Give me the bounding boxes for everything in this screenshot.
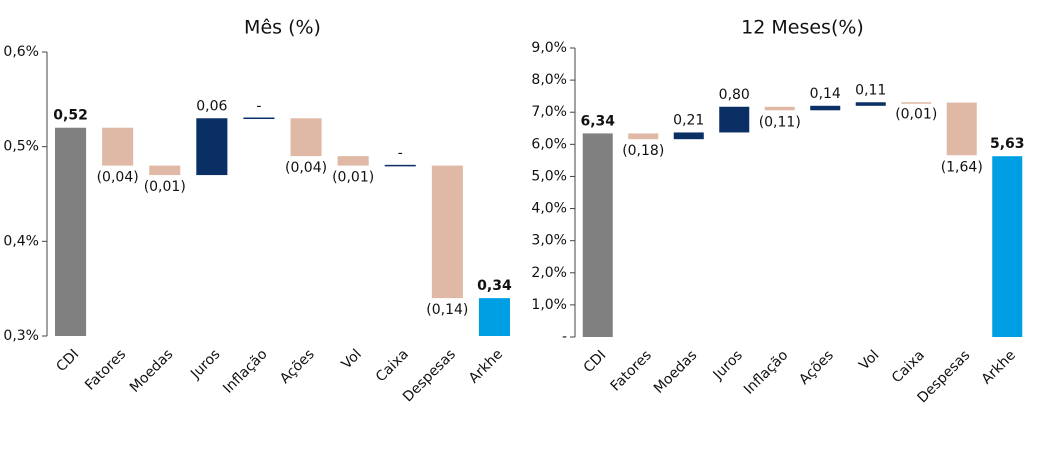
x-tick-label: Juros: [187, 346, 223, 382]
x-tick-label: CDI: [581, 347, 610, 376]
value-label: (0,04): [97, 170, 139, 186]
bar: [946, 102, 977, 156]
value-label: (0,14): [426, 302, 468, 318]
bar: [901, 102, 932, 104]
bar: [243, 117, 275, 120]
bar: [855, 102, 886, 106]
x-tick-label: Vol: [339, 346, 365, 372]
value-label: -: [398, 146, 403, 162]
y-tick-label: 0,3%: [3, 328, 39, 344]
y-tick-label: 0,4%: [3, 233, 39, 249]
x-tick-label: Moedas: [127, 346, 177, 396]
bar: [810, 105, 841, 111]
value-label: 0,06: [196, 98, 227, 114]
bar: [102, 127, 134, 166]
y-tick-label: 2,0%: [531, 265, 567, 281]
value-label: (0,01): [144, 179, 186, 195]
y-tick-label: 8,0%: [531, 72, 567, 88]
bar: [992, 156, 1023, 337]
chart-title: 12 Meses(%): [741, 17, 864, 39]
value-label: (0,01): [895, 107, 937, 123]
x-tick-label: Juros: [710, 347, 746, 383]
y-tick-label: 6,0%: [531, 136, 567, 152]
y-tick-label: 7,0%: [531, 104, 567, 120]
y-tick-label: 5,0%: [531, 168, 567, 184]
x-tick-label: Arkhe: [979, 347, 1019, 387]
value-label: -: [256, 98, 261, 114]
y-tick-label: 0,6%: [3, 44, 39, 60]
y-tick-label: 1,0%: [531, 297, 567, 313]
x-tick-label: Inflação: [741, 347, 791, 397]
y-tick-label: 0,5%: [3, 139, 39, 155]
value-label: (0,11): [759, 114, 801, 130]
x-tick-label: Moedas: [651, 347, 701, 397]
bar: [55, 127, 87, 336]
x-tick-label: Fatores: [82, 346, 129, 393]
bar: [149, 165, 181, 176]
x-tick-label: Ações: [277, 346, 318, 387]
value-label: 0,34: [477, 278, 512, 294]
value-label: 0,14: [810, 86, 841, 102]
bar: [290, 118, 322, 157]
value-label: (1,64): [941, 159, 983, 175]
value-label: (0,01): [332, 170, 374, 186]
bar: [673, 132, 704, 140]
y-tick-label: -: [562, 329, 567, 345]
x-tick-label: CDI: [53, 346, 82, 375]
x-tick-label: Caixa: [889, 347, 928, 386]
y-tick-label: 9,0%: [531, 40, 567, 56]
bar: [719, 106, 750, 133]
value-label: (0,04): [285, 160, 327, 176]
value-label: 0,52: [53, 108, 88, 124]
y-tick-label: 4,0%: [531, 201, 567, 217]
bar: [478, 298, 510, 336]
bar: [384, 164, 416, 167]
value-label: 5,63: [990, 136, 1025, 152]
value-label: 0,80: [719, 87, 750, 103]
value-label: 0,21: [673, 112, 704, 128]
bar: [582, 133, 613, 337]
x-tick-label: Fatores: [608, 347, 655, 394]
x-tick-label: Vol: [856, 347, 882, 373]
y-tick-label: 3,0%: [531, 233, 567, 249]
bar: [431, 165, 463, 299]
x-tick-label: Caixa: [373, 346, 412, 385]
x-tick-label: Arkhe: [466, 346, 506, 386]
x-tick-label: Inflação: [220, 346, 270, 396]
value-label: 6,34: [580, 113, 615, 129]
bar: [628, 133, 659, 140]
value-label: (0,18): [622, 143, 664, 159]
bar: [196, 118, 228, 176]
bar: [337, 156, 369, 166]
chart-title: Mês (%): [244, 17, 321, 39]
bar: [764, 106, 795, 111]
value-label: 0,11: [855, 82, 886, 98]
x-tick-label: Ações: [796, 347, 837, 388]
